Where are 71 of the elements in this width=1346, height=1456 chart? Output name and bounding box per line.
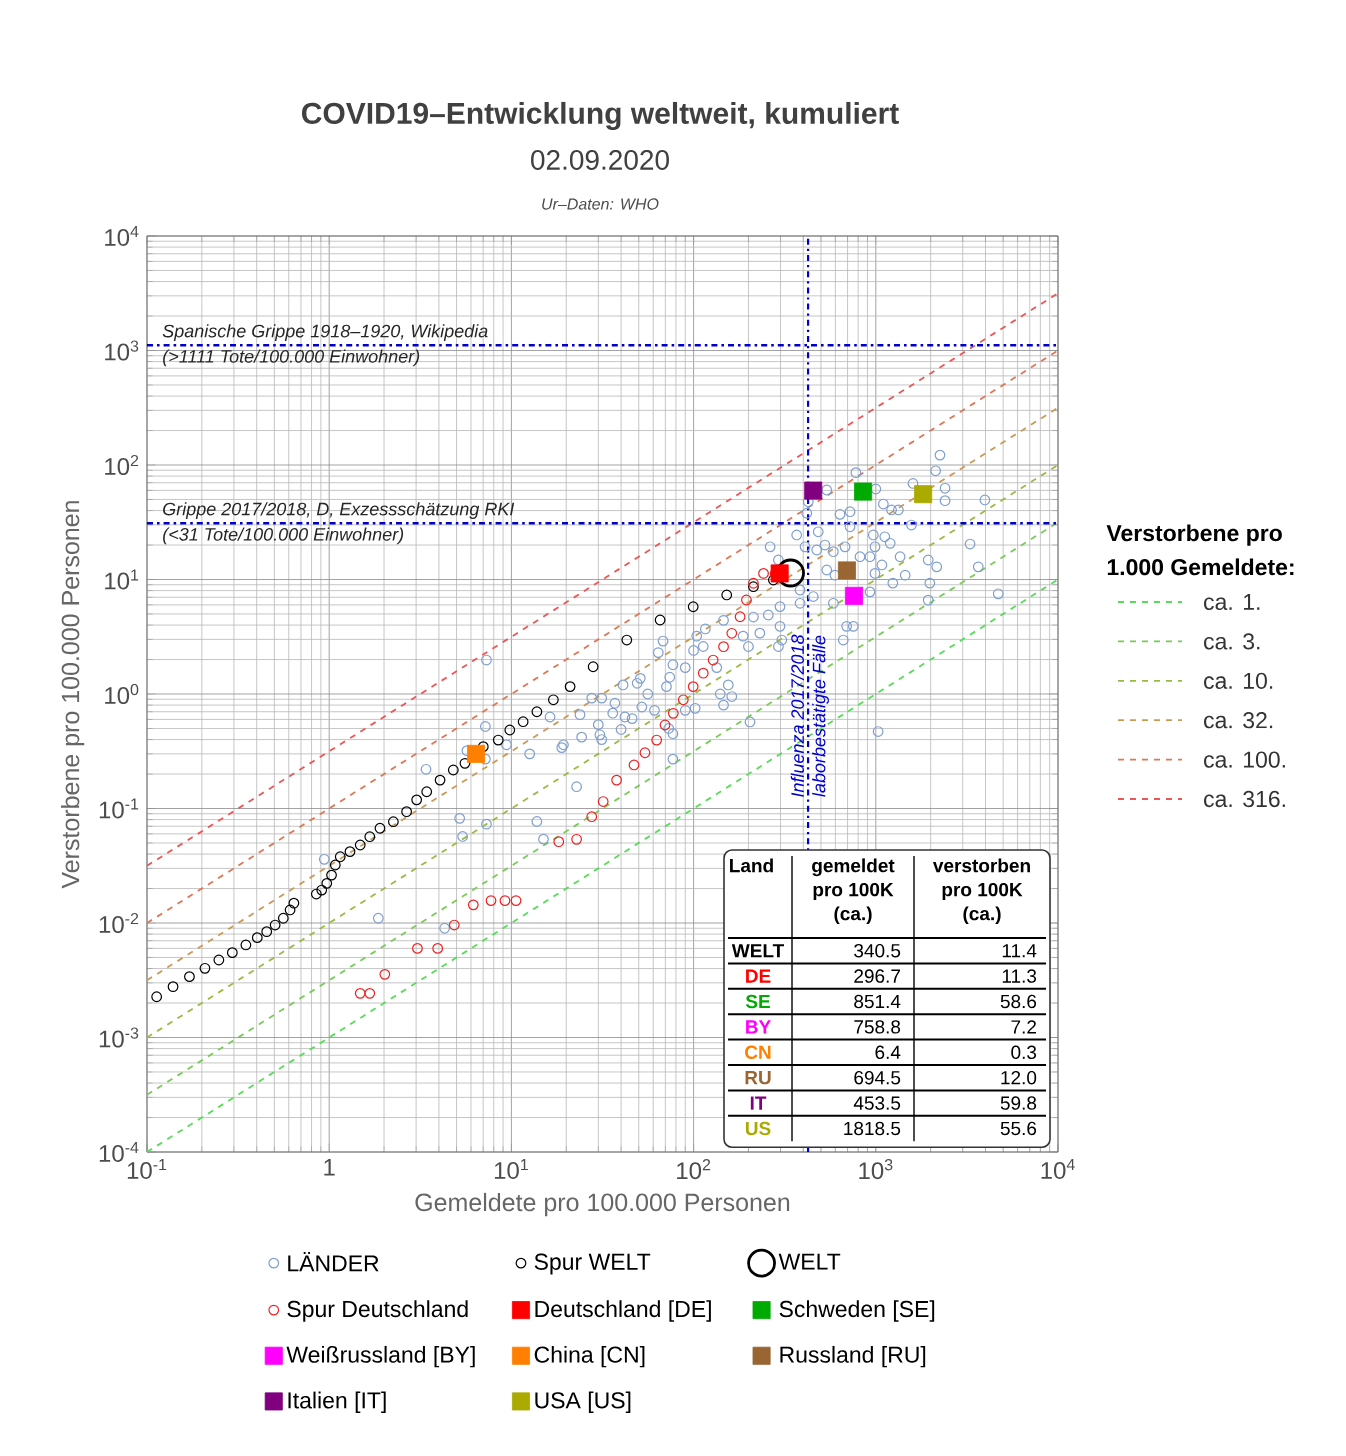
legend-title: Verstorbene pro 1.000 Gemeldete: bbox=[1106, 524, 1294, 576]
x-tick-label: 10$^{1}$ bbox=[494, 1159, 528, 1180]
annotation: IT bbox=[750, 1096, 767, 1110]
annotation: SE bbox=[745, 994, 770, 1009]
annotation: 1818.5 bbox=[844, 1121, 901, 1136]
y-tick-label: 10$^{3}$ bbox=[105, 340, 139, 361]
annotation: (<31 Tote/100.000 Einwohner) bbox=[163, 527, 404, 545]
annotation: (>1111 Tote/100.000 Einwohner) bbox=[163, 349, 420, 367]
annotation: 758.8 bbox=[854, 1020, 901, 1034]
legend-label: Weißrussland [BY] bbox=[286, 1345, 475, 1368]
annotation: CN bbox=[745, 1045, 771, 1060]
legend-label: ca. 32. bbox=[1204, 712, 1273, 729]
x-tick-label: 1 bbox=[324, 1159, 335, 1176]
y-axis-title: Verstorbene pro 100.000 Personen bbox=[60, 501, 85, 889]
annotation: US bbox=[745, 1121, 771, 1136]
x-tick-label: 10$^{-1}$ bbox=[127, 1159, 167, 1180]
annotation: 7.2 bbox=[1011, 1020, 1036, 1034]
ref-line-label: Spanische Grippe 1918–1920, Wikipedia bbox=[162, 324, 488, 341]
annotation: laborbestätigte Fälle bbox=[812, 635, 829, 797]
legend-label: Spur WELT bbox=[534, 1253, 651, 1275]
y-tick-label: 10$^{1}$ bbox=[105, 569, 139, 590]
chart-subtitle: 02.09.2020 bbox=[531, 150, 669, 170]
y-tick-label: 10$^{4}$ bbox=[105, 226, 139, 246]
annotation: Land bbox=[730, 858, 773, 873]
annotation: 12.0 bbox=[1001, 1070, 1037, 1085]
annotation: 453.5 bbox=[853, 1096, 901, 1110]
legend-label: WELT bbox=[778, 1253, 841, 1270]
annotation: 58.6 bbox=[1000, 994, 1037, 1009]
legend-label: China [CN] bbox=[534, 1345, 645, 1368]
y-tick-label: 10$^{-3}$ bbox=[99, 1027, 139, 1048]
annotation: 851.4 bbox=[854, 994, 901, 1009]
legend-label: ca. 316. bbox=[1204, 790, 1285, 808]
annotation: WELT bbox=[731, 944, 785, 958]
annotation: 59.8 bbox=[1000, 1096, 1037, 1110]
legend-label: ca. 1. bbox=[1204, 593, 1260, 611]
y-tick-label: 10$^{-4}$ bbox=[99, 1142, 139, 1162]
ref-line-label: Grippe 2017/2018, D, Exzessschätzung RKI bbox=[163, 502, 515, 519]
ref-line-label: Influenza 2017/2018 bbox=[790, 634, 804, 797]
legend-label: Russland [RU] bbox=[780, 1345, 926, 1368]
chart-title: COVID19–Entwicklung weltweit, kumuliert bbox=[302, 101, 899, 131]
x-tick-label: 10$^{4}$ bbox=[1041, 1159, 1075, 1180]
legend-label: ca. 100. bbox=[1204, 751, 1285, 768]
legend-label: Spur Deutschland bbox=[287, 1300, 468, 1322]
annotation: 0.3 bbox=[1011, 1045, 1037, 1060]
annotation: 694.5 bbox=[854, 1070, 901, 1085]
annotation: 340.5 bbox=[854, 943, 901, 958]
legend-label: Italien [IT] bbox=[288, 1391, 386, 1414]
x-axis-title: Gemeldete pro 100.000 Personen bbox=[415, 1192, 790, 1217]
legend-label: USA [US] bbox=[535, 1391, 631, 1414]
legend-label: ca. 3. bbox=[1204, 633, 1260, 650]
y-tick-label: 10$^{-1}$ bbox=[99, 798, 139, 819]
annotation: verstorben pro 100K (ca.) bbox=[932, 858, 1030, 925]
annotation: RU bbox=[745, 1071, 771, 1085]
x-tick-label: 10$^{2}$ bbox=[677, 1159, 711, 1180]
annotation: gemeldet pro 100K (ca.) bbox=[812, 858, 895, 925]
annotation: BY bbox=[746, 1020, 771, 1034]
legend-label: ca. 10. bbox=[1204, 672, 1273, 689]
annotation: DE bbox=[746, 969, 771, 983]
annotation: 11.4 bbox=[1002, 944, 1037, 958]
y-tick-label: 10$^{-2}$ bbox=[99, 912, 139, 934]
x-tick-label: 10$^{3}$ bbox=[859, 1159, 893, 1180]
y-tick-label: 10$^{0}$ bbox=[105, 683, 139, 705]
legend-label: Deutschland [DE] bbox=[535, 1300, 711, 1322]
legend-label: LÄNDER bbox=[288, 1252, 379, 1272]
y-tick-label: 10$^{2}$ bbox=[105, 454, 139, 476]
annotation: 6.4 bbox=[875, 1045, 901, 1060]
legend-label: Schweden [SE] bbox=[779, 1300, 935, 1322]
text: Ur–Daten: WHO bbox=[542, 198, 659, 210]
annotation: 11.3 bbox=[1002, 969, 1037, 983]
annotation: 296.7 bbox=[854, 969, 900, 983]
annotation: 55.6 bbox=[1000, 1121, 1037, 1136]
